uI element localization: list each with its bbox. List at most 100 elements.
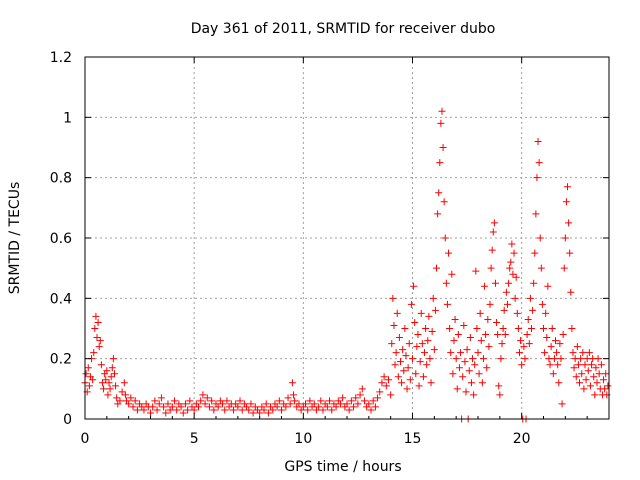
data-point <box>288 379 296 387</box>
data-point <box>554 361 562 369</box>
data-point <box>542 309 550 317</box>
data-point <box>360 397 368 405</box>
data-point <box>387 391 395 399</box>
data-point <box>590 373 598 381</box>
data-point <box>181 400 189 408</box>
data-point <box>427 379 435 387</box>
data-point <box>127 394 135 402</box>
data-point <box>406 376 414 384</box>
data-point <box>526 294 534 302</box>
data-point <box>390 321 398 329</box>
data-point <box>473 325 481 332</box>
data-point <box>425 312 433 320</box>
data-point <box>195 403 203 411</box>
data-point <box>472 267 480 275</box>
data-point <box>168 403 176 411</box>
data-point <box>503 300 511 308</box>
data-point <box>508 240 516 248</box>
data-point <box>104 391 112 399</box>
data-point <box>505 279 513 287</box>
data-point <box>576 379 584 387</box>
data-point <box>424 337 432 345</box>
data-point <box>118 388 126 396</box>
data-point <box>332 403 340 411</box>
data-point <box>106 385 114 393</box>
data-point <box>601 385 609 393</box>
data-point <box>113 394 121 402</box>
data-point <box>550 355 558 363</box>
data-point <box>565 219 573 227</box>
data-point <box>426 355 434 363</box>
data-point <box>95 343 103 351</box>
data-point <box>544 282 552 290</box>
data-point <box>520 343 528 351</box>
data-point <box>411 318 419 326</box>
data-point <box>440 198 448 206</box>
data-point <box>273 403 281 411</box>
data-point <box>536 234 544 242</box>
data-point <box>418 340 426 348</box>
data-point <box>419 373 427 381</box>
data-point <box>407 300 415 308</box>
data-point <box>129 403 137 411</box>
data-point <box>376 388 384 396</box>
data-point <box>498 340 506 348</box>
data-point <box>507 258 515 266</box>
data-point <box>393 309 401 317</box>
data-point <box>164 400 172 408</box>
data-point <box>518 361 526 369</box>
y-tick-label: 0.2 <box>50 352 72 368</box>
data-point <box>553 349 561 357</box>
data-point <box>496 391 504 399</box>
data-point <box>125 400 133 408</box>
data-point <box>400 367 408 375</box>
data-point <box>510 249 518 257</box>
data-point <box>356 391 364 399</box>
data-point <box>558 400 566 408</box>
data-point <box>403 385 411 393</box>
data-point <box>107 373 115 381</box>
data-point <box>402 352 410 360</box>
data-point <box>439 144 447 151</box>
data-point <box>378 379 386 387</box>
data-point <box>389 294 397 302</box>
data-point <box>547 343 555 351</box>
data-point <box>429 294 437 302</box>
data-point <box>436 159 444 167</box>
data-point <box>105 379 113 387</box>
data-point <box>475 370 483 378</box>
data-point <box>91 325 99 332</box>
data-point <box>171 397 179 405</box>
data-point <box>201 400 209 408</box>
data-point <box>490 219 498 227</box>
data-point <box>497 355 505 363</box>
data-point <box>532 210 540 218</box>
data-point <box>566 249 574 257</box>
y-tick-label: 1 <box>63 110 72 126</box>
x-axis-label: GPS time / hours <box>284 459 401 475</box>
data-point <box>452 355 460 363</box>
data-point <box>110 370 118 378</box>
data-point <box>398 379 406 387</box>
data-point <box>474 349 482 357</box>
x-tick-label: 20 <box>513 431 531 447</box>
data-point <box>162 409 170 417</box>
data-point <box>219 400 227 408</box>
data-point <box>524 315 532 323</box>
x-tick-label: 5 <box>190 431 199 447</box>
y-axis-label: SRMTID / TECUs <box>7 182 23 295</box>
data-point <box>133 406 141 414</box>
data-point <box>290 391 298 399</box>
data-point <box>478 379 486 387</box>
data-point <box>445 249 453 257</box>
data-point <box>487 264 495 272</box>
data-point <box>548 325 556 332</box>
data-point <box>433 264 441 272</box>
data-point <box>543 334 551 342</box>
data-point <box>269 406 277 414</box>
y-tick-label: 0.8 <box>50 171 72 187</box>
data-point <box>595 370 603 378</box>
data-point <box>90 349 98 357</box>
data-point <box>557 355 565 363</box>
data-point <box>588 361 596 369</box>
